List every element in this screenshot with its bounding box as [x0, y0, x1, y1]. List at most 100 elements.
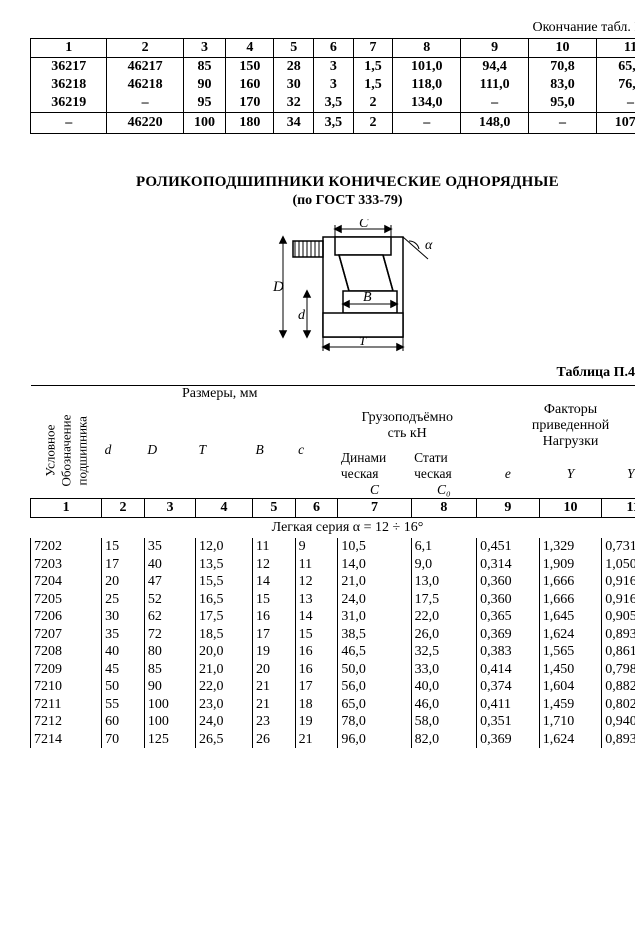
cell: 46,0 — [411, 696, 477, 714]
cell: 55 — [102, 696, 145, 714]
cell: 0,916 — [602, 573, 635, 591]
cell: 2 — [353, 94, 393, 113]
cell: 78,0 — [338, 713, 411, 731]
cell: 26 — [252, 731, 295, 749]
cell: 101,0 — [393, 58, 461, 77]
cell: 7209 — [31, 661, 102, 679]
cell: 17,5 — [196, 608, 253, 626]
cell: 170 — [226, 94, 274, 113]
cell: 1,565 — [539, 643, 602, 661]
cell: 9 — [295, 538, 338, 556]
cell: 95 — [183, 94, 225, 113]
cell: 30 — [102, 608, 145, 626]
col-header: 10 — [529, 39, 597, 58]
cell: 50 — [102, 678, 145, 696]
col-B: B — [252, 402, 295, 498]
cell: 13,5 — [196, 556, 253, 574]
cell: 14 — [295, 608, 338, 626]
cell: 2 — [353, 113, 393, 134]
cell: 82,0 — [411, 731, 477, 749]
cell: 36217 — [31, 58, 107, 77]
col-header: 6 — [314, 39, 354, 58]
cell: 16 — [295, 661, 338, 679]
cell: 35 — [102, 626, 145, 644]
cell: 0,893 — [602, 626, 635, 644]
cell: 1,329 — [539, 538, 602, 556]
cell: 1,5 — [353, 76, 393, 94]
cell: 12 — [252, 556, 295, 574]
cell: 3,5 — [314, 113, 354, 134]
col-header: 2 — [107, 39, 183, 58]
cell: 7211 — [31, 696, 102, 714]
cell: 46220 — [107, 113, 183, 134]
cell: 50,0 — [338, 661, 411, 679]
cell: 16 — [252, 608, 295, 626]
cell: 72 — [144, 626, 195, 644]
col-header: 4 — [226, 39, 274, 58]
cell: 1,050 — [602, 556, 635, 574]
cell: 17 — [252, 626, 295, 644]
dim-label-T: T — [359, 333, 367, 348]
cell: 20 — [102, 573, 145, 591]
col-C0: C₀ — [411, 482, 477, 498]
col-header: 8 — [393, 39, 461, 58]
cell: 15 — [252, 591, 295, 609]
bearing-diagram: C α D d B T — [243, 219, 453, 359]
cell: 46218 — [107, 76, 183, 94]
cell: 21 — [295, 731, 338, 749]
cell: 17 — [295, 678, 338, 696]
cell: – — [31, 113, 107, 134]
cell: 22,0 — [196, 678, 253, 696]
col-D: D — [144, 402, 195, 498]
cell: 1,666 — [539, 591, 602, 609]
dim-label-alpha: α — [425, 238, 433, 253]
cell: 0,414 — [477, 661, 540, 679]
cell: 111,0 — [461, 76, 529, 94]
load-header: Грузоподъёмность кН — [338, 402, 477, 450]
cell: 16,5 — [196, 591, 253, 609]
col-header: 5 — [274, 39, 314, 58]
col-number: 8 — [411, 499, 477, 518]
cell: 160 — [226, 76, 274, 94]
cell: 14 — [252, 573, 295, 591]
continuation-table: 12345678910113621746217851502831,5101,09… — [30, 38, 635, 134]
cell: 100 — [144, 713, 195, 731]
cell: 6,1 — [411, 538, 477, 556]
col-number: 3 — [144, 499, 195, 518]
cell: 21,0 — [338, 573, 411, 591]
cell: 7208 — [31, 643, 102, 661]
cell: 7212 — [31, 713, 102, 731]
cell: 18 — [295, 696, 338, 714]
cell: 40 — [144, 556, 195, 574]
cell: 12,0 — [196, 538, 253, 556]
cell: 70 — [102, 731, 145, 749]
cell: 45 — [102, 661, 145, 679]
col-C: C — [338, 482, 411, 498]
cell: 1,666 — [539, 573, 602, 591]
cell: 96,0 — [338, 731, 411, 749]
cell: 32,5 — [411, 643, 477, 661]
cell: 38,5 — [338, 626, 411, 644]
cell: 9,0 — [411, 556, 477, 574]
cell: 0,374 — [477, 678, 540, 696]
cell: 0,940 — [602, 713, 635, 731]
cell: 80 — [144, 643, 195, 661]
cell: 0,451 — [477, 538, 540, 556]
cell: 23,0 — [196, 696, 253, 714]
col-Y0: Y₀ — [602, 450, 635, 499]
cell: 150 — [226, 58, 274, 77]
table-p4-label: Таблица П.4 — [30, 365, 635, 381]
cell: 0,411 — [477, 696, 540, 714]
cell: 24,0 — [196, 713, 253, 731]
cell: 7207 — [31, 626, 102, 644]
col-number: 11 — [602, 499, 635, 518]
cell: 0,369 — [477, 731, 540, 749]
cell: 30 — [274, 76, 314, 94]
cell: 26,5 — [196, 731, 253, 749]
cell: 58,0 — [411, 713, 477, 731]
dim-group-header: Размеры, мм — [102, 386, 338, 403]
cell: 24,0 — [338, 591, 411, 609]
cell: 1,909 — [539, 556, 602, 574]
cell: 19 — [295, 713, 338, 731]
cell: 40 — [102, 643, 145, 661]
